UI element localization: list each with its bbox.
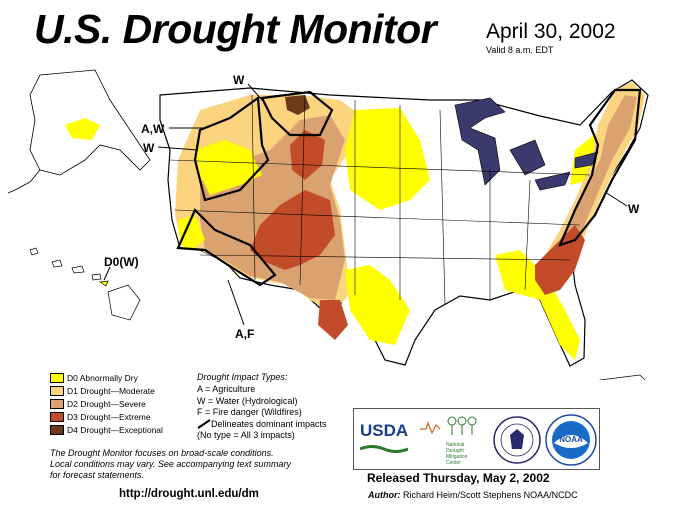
focus-note-line-1: The Drought Monitor focuses on broad-sca…	[50, 448, 274, 458]
ndmc-line-1: National	[446, 442, 465, 448]
drought-map	[7, 69, 649, 380]
author: Author: Richard Heim/Scott Stephens NOAA…	[368, 490, 578, 500]
legend-label-d4: D4 Drought—Exceptional	[67, 424, 163, 435]
legend-swatch-d3	[50, 411, 64, 422]
legend-swatch-d4	[50, 424, 64, 435]
impact-label-hawaii: D0(W)	[104, 255, 139, 269]
impact-label-af: A,F	[235, 327, 255, 341]
d0-plains	[345, 108, 430, 210]
impact-boundary-east	[558, 88, 642, 247]
legend-item-d3: D3 Drought—Extreme	[50, 410, 163, 423]
ndmc-trees-icon	[420, 416, 477, 435]
valid-time: Valid 8 a.m. EDT	[486, 45, 554, 55]
impact-type-delineates: Delineates dominant impacts	[197, 419, 327, 431]
legend-label-d2: D2 Drought—Severe	[67, 398, 146, 409]
state-lines	[169, 94, 591, 306]
d0-northwest	[195, 140, 262, 195]
ndmc-line-4: Center	[446, 460, 462, 466]
d0-california	[178, 215, 205, 250]
legend-swatch-d2	[50, 398, 64, 409]
d0-texas	[345, 265, 410, 345]
legend-item-d0: D0 Abnormally Dry	[50, 371, 163, 384]
partner-logos: USDA National Drought Mitigation Center …	[353, 408, 600, 470]
author-label: Author:	[368, 490, 401, 500]
legend-item-d4: D4 Drought—Exceptional	[50, 423, 163, 436]
d3-rockies	[250, 190, 335, 270]
impact-label-aw: A,W	[141, 122, 165, 136]
ndmc-line-2: Drought	[446, 448, 464, 454]
impact-boundary-west	[193, 95, 270, 202]
hawaii	[29, 247, 141, 321]
impact-label-w-east: W	[628, 202, 640, 216]
d3-nm	[318, 300, 348, 340]
usda-hills-icon	[359, 445, 409, 453]
impact-boundary-montana	[260, 90, 334, 137]
puerto-rico	[599, 374, 646, 380]
usda-logo-text: USDA	[360, 421, 409, 440]
commerce-seal-icon	[493, 416, 541, 464]
legend-item-d1: D1 Drought—Moderate	[50, 384, 163, 397]
impact-label-w-west: W	[143, 141, 155, 155]
delineation-line-icon	[197, 419, 211, 430]
release-date: Released Thursday, May 2, 2002	[367, 471, 550, 485]
impact-type-water: W = Water (Hydrological)	[197, 395, 298, 406]
source-url[interactable]: http://drought.unl.edu/dm	[119, 488, 259, 500]
impact-types-list: A = Agriculture W = Water (Hydrological)…	[197, 384, 327, 442]
alaska-peninsula	[7, 169, 41, 194]
author-value: Richard Heim/Scott Stephens NOAA/NCDC	[403, 490, 578, 500]
map-date: April 30, 2002	[486, 20, 616, 43]
noaa-logo: NOAA	[545, 414, 597, 466]
impact-label-w-north: W	[233, 73, 245, 87]
impact-type-fire: F = Fire danger (Wildfires)	[197, 407, 302, 417]
alaska-d0	[65, 118, 100, 140]
noaa-logo-text: NOAA	[559, 435, 583, 444]
focus-note: The Drought Monitor focuses on broad-sca…	[50, 448, 291, 481]
impact-types-heading: Drought Impact Types:	[197, 372, 288, 382]
legend-label-d1: D1 Drought—Moderate	[67, 385, 155, 396]
d0-southeast	[495, 250, 580, 360]
map-title: U.S. Drought Monitor	[34, 6, 437, 52]
ndmc-line-3: Mitigation	[446, 454, 468, 460]
legend: D0 Abnormally Dry D1 Drought—Moderate D2…	[50, 371, 163, 436]
focus-note-line-2: Local conditions may vary. See accompany…	[50, 459, 291, 469]
usda-logo: USDA	[359, 421, 409, 455]
ndmc-logo-text: National Drought Mitigation Center	[446, 442, 488, 466]
d2-east-coast	[555, 95, 637, 255]
focus-note-line-3: for forecast statements.	[50, 470, 145, 480]
impact-type-delineates-label: Delineates dominant impacts	[211, 418, 327, 429]
impact-type-agriculture: A = Agriculture	[197, 384, 256, 394]
d3-montana	[290, 130, 325, 180]
impact-boundary-southwest	[176, 208, 277, 287]
great-lakes	[454, 97, 599, 191]
legend-swatch-d0	[50, 372, 64, 383]
legend-swatch-d1	[50, 385, 64, 396]
impact-type-none: (No type = All 3 impacts)	[197, 430, 295, 440]
d4-montana	[285, 95, 310, 115]
ndmc-logo: National Drought Mitigation Center	[418, 415, 488, 467]
legend-item-d2: D2 Drought—Severe	[50, 397, 163, 410]
legend-label-d0: D0 Abnormally Dry	[67, 372, 138, 383]
legend-label-d3: D3 Drought—Extreme	[67, 411, 151, 422]
